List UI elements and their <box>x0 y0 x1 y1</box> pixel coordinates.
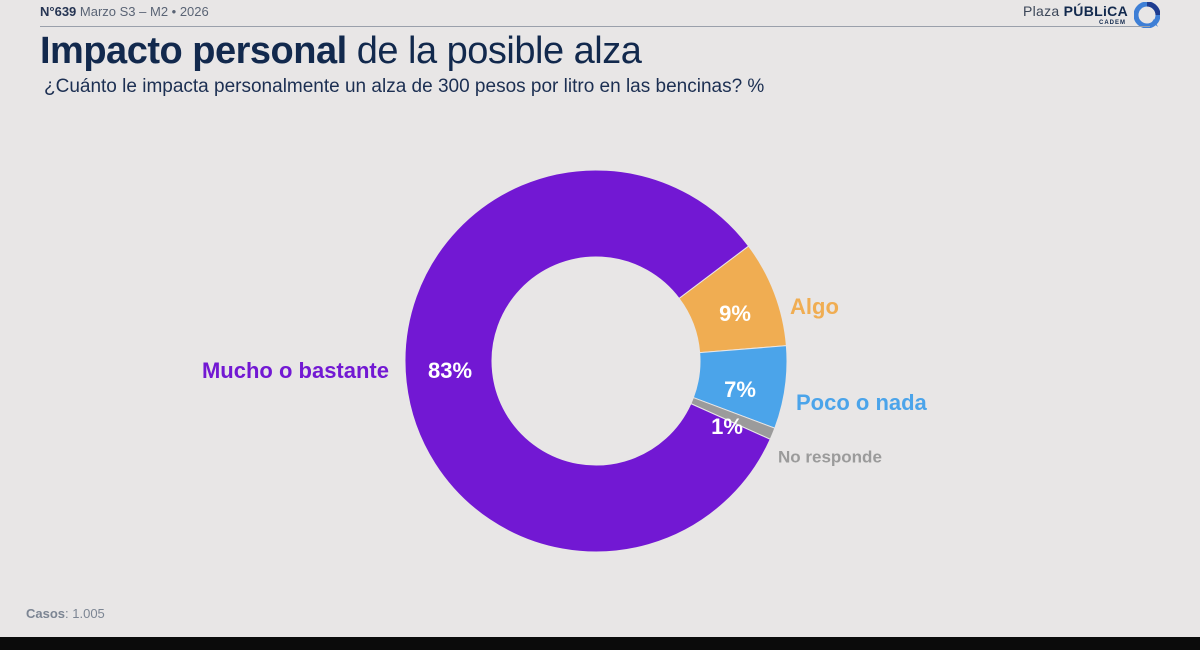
brand-bold: PÚBLiCA <box>1063 3 1128 19</box>
category-label-poco-o-nada: Poco o nada <box>796 390 928 415</box>
category-label-no-responde: No responde <box>778 447 882 466</box>
cases-label: Casos <box>26 606 66 621</box>
brand-name: Plaza PÚBLiCA <box>1023 3 1128 19</box>
value-label-algo: 9% <box>719 301 751 326</box>
brand-light: Plaza <box>1022 3 1064 19</box>
category-label-algo: Algo <box>790 294 839 319</box>
edition-info: N°639 Marzo S3 – M2 • 2026 <box>40 4 209 19</box>
value-label-poco-o-nada: 7% <box>724 377 756 402</box>
value-label-mucho-o-bastante: 83% <box>428 358 472 383</box>
page-title: Impacto personal de la posible alza <box>40 30 642 73</box>
header-divider <box>40 26 1150 27</box>
value-label-no-responde: 1% <box>711 414 743 439</box>
edition-date: Marzo S3 – M2 • 2026 <box>79 4 209 19</box>
edition-number: N°639 <box>40 4 77 19</box>
footer-cases: Casos: 1.005 <box>26 606 105 621</box>
cases-value: : 1.005 <box>65 606 105 621</box>
brand-sub: CADEM <box>1099 20 1126 26</box>
title-bold: Impacto personal <box>40 30 347 72</box>
title-regular: de la posible alza <box>346 30 642 72</box>
page-subtitle: ¿Cuánto le impacta personalmente un alza… <box>44 76 765 97</box>
donut-slice-mucho-o-bastante <box>404 169 771 553</box>
category-label-mucho-o-bastante: Mucho o bastante <box>202 358 389 383</box>
